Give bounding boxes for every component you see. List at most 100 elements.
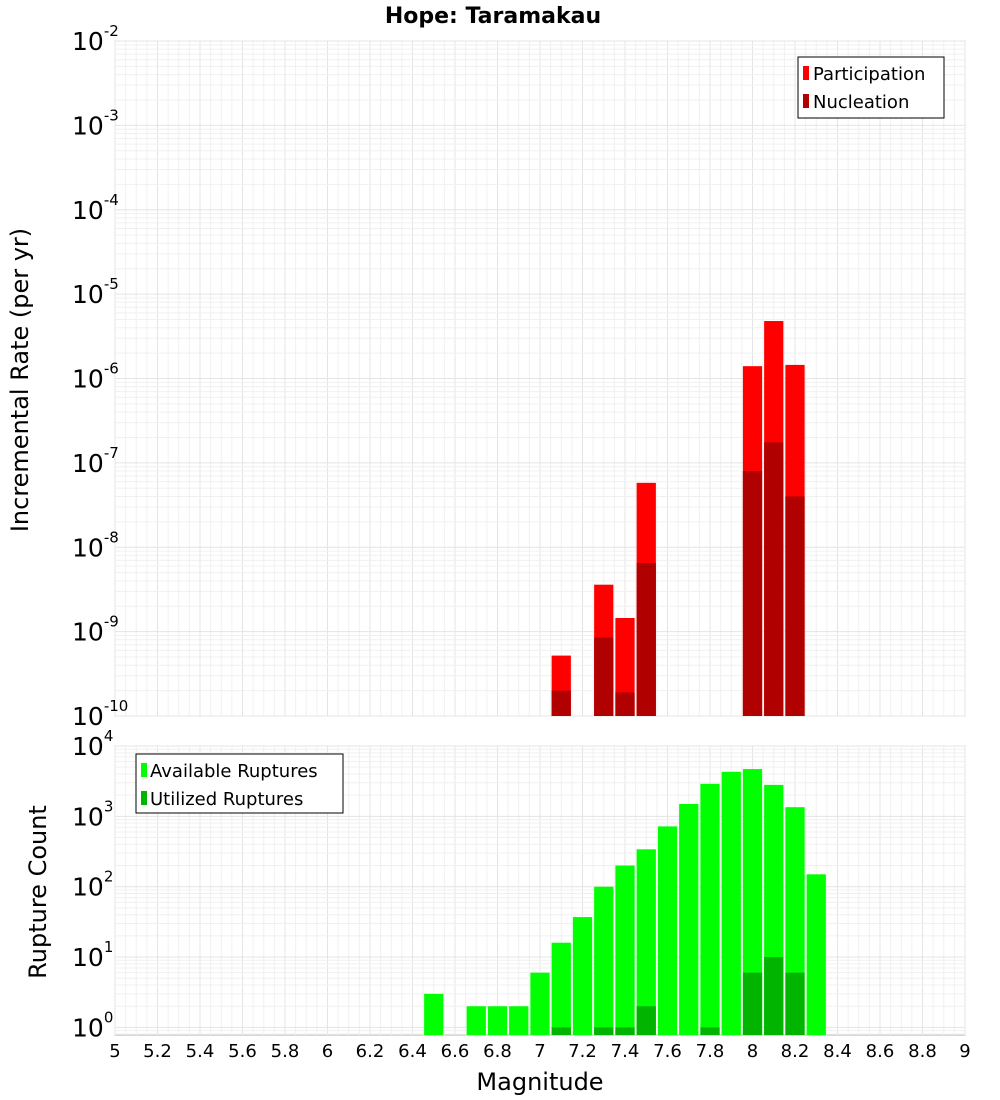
count-y-tick-label: 103 [72, 797, 113, 831]
legend-swatch-nucleation [803, 94, 809, 108]
count-bar-utilized-ruptures [615, 1027, 635, 1035]
count-bar-utilized-ruptures [764, 957, 784, 1035]
x-tick-label: 7.8 [696, 1041, 725, 1062]
x-axis-label: Magnitude [476, 1068, 603, 1096]
x-tick-label: 7.2 [568, 1041, 597, 1062]
rate-bar-participation [615, 618, 635, 716]
y-tick-base: 10 [72, 111, 104, 140]
count-bar-available-ruptures [700, 783, 720, 1035]
count-bar-utilized-ruptures [551, 1027, 571, 1035]
rate-y-tick-label: 10-6 [72, 360, 119, 394]
y-tick-base: 10 [72, 1013, 104, 1042]
y-tick-exponent: 2 [104, 868, 114, 886]
count-y-tick-label: 100 [72, 1008, 113, 1042]
x-tick-label: 5.6 [228, 1041, 257, 1062]
legend-label-nucleation: Nucleation [813, 92, 909, 113]
x-tick-label: 6 [322, 1041, 333, 1062]
rate-y-tick-label: 10-4 [72, 191, 119, 225]
x-tick-label: 6.2 [356, 1041, 385, 1062]
count-bar-available-ruptures [572, 917, 593, 1035]
y-tick-exponent: 1 [104, 938, 114, 956]
count-bar-utilized-ruptures [700, 1027, 720, 1035]
count-bar-available-ruptures [424, 993, 444, 1035]
y-tick-exponent: -3 [104, 106, 119, 124]
rate-bars [551, 321, 805, 716]
count-y-axis-label: Rupture Count [24, 805, 52, 979]
y-tick-exponent: -8 [104, 528, 119, 546]
count-bar-available-ruptures [615, 865, 635, 1035]
rate-bar-nucleation [636, 563, 656, 716]
count-y-tick-label: 102 [72, 868, 113, 902]
count-bar-available-ruptures [551, 942, 571, 1035]
y-tick-base: 10 [72, 196, 104, 225]
y-tick-base: 10 [72, 873, 104, 902]
rate-bar-nucleation [551, 690, 571, 716]
count-bar-utilized-ruptures [636, 1006, 656, 1035]
y-tick-base: 10 [72, 27, 104, 56]
y-tick-base: 10 [72, 280, 104, 309]
rate-bar-nucleation [742, 471, 763, 716]
y-tick-exponent: -5 [104, 275, 119, 293]
x-tick-label: 8.8 [908, 1041, 937, 1062]
y-tick-exponent: -4 [104, 191, 119, 209]
count-bar-utilized-ruptures [785, 972, 805, 1035]
y-tick-base: 10 [72, 732, 104, 761]
count-bar-available-ruptures [487, 1006, 508, 1035]
y-tick-exponent: -7 [104, 444, 119, 462]
x-tick-label: 5 [109, 1041, 120, 1062]
y-tick-base: 10 [72, 533, 104, 562]
rate-y-tick-label: 10-3 [72, 106, 119, 140]
count-bar-available-ruptures [657, 826, 678, 1035]
count-bar-utilized-ruptures [742, 972, 763, 1035]
rate-bar-nucleation [594, 637, 614, 716]
x-tick-label: 9 [959, 1041, 970, 1062]
x-tick-label: 6.8 [483, 1041, 512, 1062]
y-tick-base: 10 [72, 943, 104, 972]
y-tick-exponent: 4 [104, 727, 114, 745]
y-tick-exponent: -6 [104, 360, 119, 378]
x-tick-label: 8 [747, 1041, 758, 1062]
x-tick-label: 8.2 [781, 1041, 810, 1062]
y-tick-base: 10 [72, 449, 104, 478]
count-legend-box [135, 753, 344, 814]
x-tick-label: 7.4 [611, 1041, 640, 1062]
rate-bar-nucleation [615, 692, 635, 716]
y-tick-exponent: -10 [104, 697, 129, 715]
legend-label-utilized: Utilized Ruptures [150, 789, 303, 810]
x-tick-label: 5.8 [271, 1041, 300, 1062]
rate-y-tick-label: 10-9 [72, 613, 119, 647]
y-tick-base: 10 [72, 802, 104, 831]
y-tick-exponent: 0 [104, 1008, 114, 1026]
x-tick-label: 8.6 [866, 1041, 895, 1062]
x-tick-label: 6.6 [441, 1041, 470, 1062]
count-bar-available-ruptures [721, 771, 741, 1035]
rate-y-axis-label: Incremental Rate (per yr) [6, 228, 34, 532]
rate-y-tick-label: 10-8 [72, 528, 119, 562]
count-bar-available-ruptures [466, 1006, 486, 1035]
legend-label-available: Available Ruptures [150, 761, 318, 782]
count-bar-available-ruptures [636, 849, 656, 1035]
rate-y-tick-label: 10-2 [72, 22, 119, 56]
legend-swatch-utilized [141, 791, 147, 805]
count-bars [424, 769, 826, 1035]
rate-bar-nucleation [764, 442, 784, 716]
rate-y-tick-label: 10-7 [72, 444, 119, 478]
count-bar-available-ruptures [806, 874, 826, 1035]
legend-swatch-available [141, 763, 147, 777]
x-tick-label: 7 [534, 1041, 545, 1062]
count-bar-available-ruptures [530, 972, 550, 1035]
x-tick-label: 6.4 [398, 1041, 427, 1062]
count-y-tick-label: 101 [72, 938, 113, 972]
count-bar-utilized-ruptures [594, 1027, 614, 1035]
y-tick-exponent: -2 [104, 22, 119, 40]
rate-y-tick-label: 10-5 [72, 275, 119, 309]
count-bar-available-ruptures [594, 886, 614, 1035]
y-tick-base: 10 [72, 365, 104, 394]
count-y-tick-label: 104 [72, 727, 113, 761]
y-tick-base: 10 [72, 618, 104, 647]
